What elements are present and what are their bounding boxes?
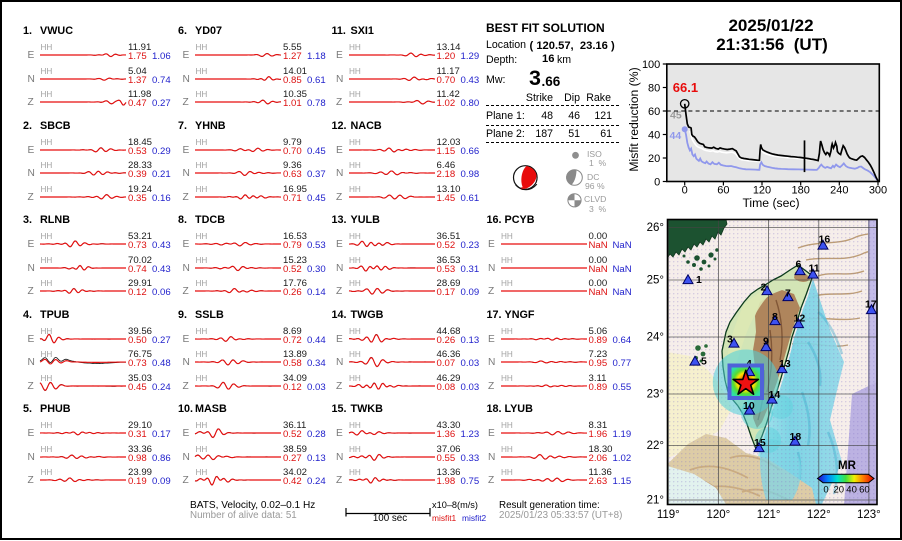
- svg-text:24°: 24°: [647, 332, 664, 344]
- svg-text:18: 18: [790, 431, 802, 443]
- svg-text:45: 45: [670, 110, 682, 122]
- svg-text:8: 8: [772, 311, 778, 323]
- svg-text:66.1: 66.1: [673, 80, 698, 95]
- svg-text:1: 1: [696, 274, 702, 286]
- svg-text:120°: 120°: [707, 509, 731, 521]
- svg-text:12: 12: [794, 313, 806, 325]
- svg-text:0: 0: [682, 185, 688, 197]
- svg-text:14: 14: [769, 389, 781, 401]
- svg-text:119°: 119°: [657, 509, 680, 521]
- svg-text:MR: MR: [838, 460, 857, 472]
- svg-text:7: 7: [785, 288, 791, 300]
- svg-text:13: 13: [779, 358, 791, 370]
- svg-text:5: 5: [701, 356, 707, 368]
- svg-text:60: 60: [859, 485, 870, 496]
- svg-text:180: 180: [792, 185, 810, 197]
- svg-text:2: 2: [761, 282, 767, 294]
- svg-text:25°: 25°: [647, 275, 664, 287]
- svg-text:60: 60: [717, 185, 729, 197]
- svg-text:60: 60: [648, 106, 660, 118]
- svg-text:0: 0: [823, 485, 828, 496]
- svg-text:240: 240: [830, 185, 848, 197]
- svg-text:10: 10: [743, 400, 755, 412]
- svg-text:23°: 23°: [647, 389, 664, 401]
- svg-text:22°: 22°: [647, 440, 664, 452]
- svg-text:20: 20: [834, 485, 845, 496]
- svg-text:122°: 122°: [807, 509, 831, 521]
- svg-text:15: 15: [754, 437, 766, 449]
- svg-text:17: 17: [865, 299, 877, 311]
- svg-text:9: 9: [763, 336, 769, 348]
- svg-text:16: 16: [819, 234, 831, 246]
- svg-text:6: 6: [796, 259, 802, 271]
- svg-text:3: 3: [727, 334, 733, 346]
- svg-text:300: 300: [869, 185, 887, 197]
- svg-text:0: 0: [654, 176, 660, 188]
- svg-text:40: 40: [846, 485, 857, 496]
- svg-text:123°: 123°: [857, 509, 881, 521]
- svg-text:80: 80: [648, 82, 660, 94]
- svg-text:121°: 121°: [757, 509, 781, 521]
- svg-text:40: 40: [648, 129, 660, 141]
- svg-text:11: 11: [809, 263, 820, 275]
- svg-text:Time (sec): Time (sec): [742, 196, 799, 210]
- svg-text:20: 20: [648, 153, 660, 165]
- svg-text:26°: 26°: [647, 222, 664, 234]
- svg-text:44: 44: [670, 130, 682, 142]
- svg-text:120: 120: [753, 185, 771, 197]
- svg-text:100: 100: [642, 59, 660, 71]
- svg-text:21°: 21°: [647, 495, 664, 507]
- svg-text:Misfit reduction (%): Misfit reduction (%): [627, 67, 641, 171]
